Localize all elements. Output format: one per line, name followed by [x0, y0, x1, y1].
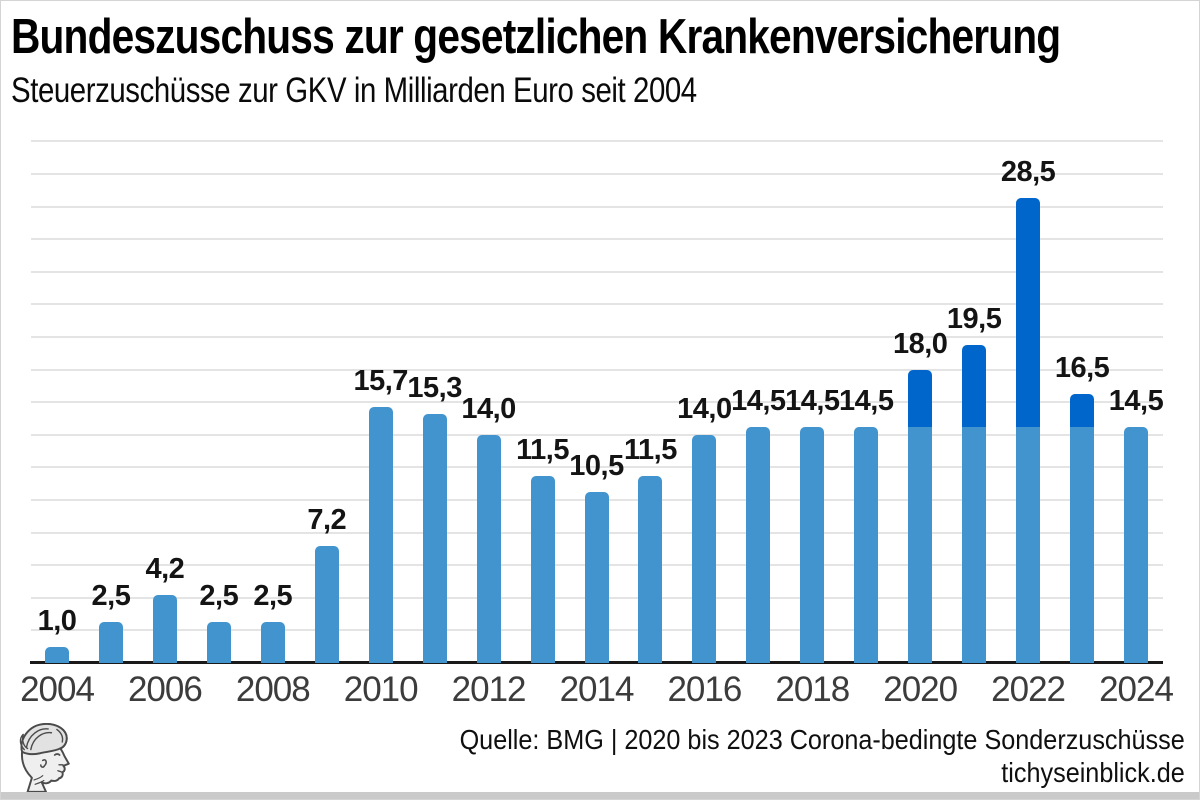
x-tick-2014: 2014 [559, 670, 635, 709]
value-label-2013: 11,5 [516, 433, 569, 466]
bar-2004 [45, 646, 69, 663]
value-label-2018: 14,5 [785, 384, 840, 417]
value-label-2016: 14,0 [677, 392, 732, 425]
value-label-2006: 4,2 [145, 552, 185, 585]
gridline-24 [31, 270, 1163, 273]
bar-2021-base [962, 426, 987, 663]
value-label-2007: 2,5 [199, 580, 239, 613]
bar-2021-corona [962, 345, 987, 427]
x-tick-2018: 2018 [775, 670, 850, 709]
source-note-block: Quelle: BMG | 2020 bis 2023 Corona-bedin… [379, 723, 1185, 789]
bar-2023-base [1070, 426, 1095, 663]
value-label-2020: 18,0 [892, 327, 948, 360]
value-label-2015: 11,5 [624, 433, 677, 466]
value-label-2011: 15,3 [407, 371, 462, 404]
bar-2023-corona [1070, 394, 1095, 427]
chart-header: Bundeszuschuss zur gesetzlichen Krankenv… [11, 9, 1196, 111]
x-tick-2010: 2010 [343, 670, 419, 709]
x-tick-2016: 2016 [667, 670, 742, 709]
x-tick-2020: 2020 [883, 670, 958, 709]
value-label-2009: 7,2 [307, 503, 347, 536]
gridline-30 [31, 173, 1163, 175]
value-label-2022: 28,5 [1000, 156, 1056, 189]
bar-2013 [530, 475, 555, 663]
bar-2011 [422, 413, 447, 663]
x-tick-2022: 2022 [991, 670, 1066, 709]
bar-2015 [638, 475, 663, 663]
bar-2024 [1124, 426, 1148, 663]
bar-2020-base [908, 426, 933, 663]
bar-2014 [584, 491, 609, 663]
gridline-20 [31, 336, 1163, 338]
x-tick-2008: 2008 [235, 670, 311, 709]
bar-2022-base [1016, 426, 1041, 663]
x-tick-2006: 2006 [127, 670, 203, 709]
value-label-2014: 10,5 [569, 449, 624, 482]
value-label-2004: 1,0 [37, 604, 77, 637]
gridline-14 [31, 433, 1163, 436]
gridline-28 [31, 205, 1163, 208]
bar-2009 [314, 545, 339, 663]
bar-2010 [368, 407, 393, 663]
bar-2019 [854, 426, 879, 663]
value-label-2021: 19,5 [946, 303, 1002, 336]
gridline-16 [31, 401, 1163, 404]
bar-2017 [746, 426, 771, 663]
gridline-26 [31, 238, 1163, 241]
x-tick-2012: 2012 [451, 670, 527, 709]
bar-2006 [152, 594, 177, 663]
chart-title: Bundeszuschuss zur gesetzlichen Krankenv… [11, 10, 1061, 64]
bar-2016 [692, 434, 717, 663]
value-label-2012: 14,0 [461, 392, 516, 425]
value-label-2008: 2,5 [253, 580, 293, 613]
bottom-border-strip [1, 792, 1199, 799]
value-label-2019: 14,5 [839, 384, 894, 417]
website-url: tichyseinblick.de [1001, 757, 1185, 788]
value-label-2023: 16,5 [1054, 352, 1110, 385]
bar-2012 [476, 434, 501, 663]
gridline-32 [31, 140, 1163, 143]
bar-2020-corona [908, 369, 933, 427]
value-label-2010: 15,7 [353, 365, 408, 398]
source-note: Quelle: BMG | 2020 bis 2023 Corona-bedin… [459, 724, 1185, 755]
value-label-2024: 14,5 [1108, 384, 1164, 417]
bar-2005 [98, 622, 123, 663]
gridline-12 [31, 466, 1163, 469]
chart-subtitle: Steuerzuschüsse zur GKV in Milliarden Eu… [11, 71, 697, 110]
tichyseinblick-logo-icon [19, 723, 70, 793]
bar-2007 [206, 622, 231, 663]
value-label-2017: 14,5 [731, 384, 786, 417]
gridline-22 [31, 303, 1163, 306]
bar-2022-corona [1016, 198, 1041, 427]
gridline-18 [31, 368, 1163, 371]
x-tick-2004: 2004 [20, 670, 95, 709]
bar-2008 [260, 622, 285, 663]
x-tick-2024: 2024 [1099, 670, 1174, 709]
bar-2018 [800, 426, 825, 663]
value-label-2005: 2,5 [91, 580, 131, 613]
